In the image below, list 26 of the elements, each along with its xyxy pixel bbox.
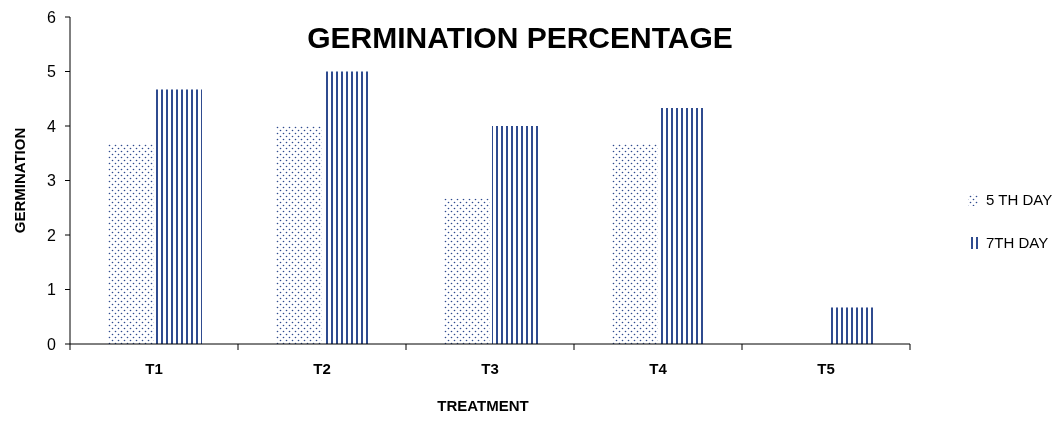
y-axis-title: GERMINATION	[11, 127, 29, 234]
y-tick-label: 4	[47, 117, 57, 135]
bar	[156, 89, 202, 344]
x-tick-label: T4	[649, 360, 668, 378]
chart-title: GERMINATION PERCENTAGE	[307, 21, 733, 54]
y-tick-label: 6	[47, 8, 57, 26]
x-axis-title: TREATMENT	[437, 397, 529, 415]
bar	[108, 143, 154, 344]
bar	[444, 198, 490, 344]
legend-label: 5 TH DAY	[986, 191, 1053, 209]
x-tick-label: T1	[145, 360, 163, 378]
y-tick-label: 5	[47, 63, 57, 81]
bar	[828, 307, 874, 344]
x-tick-label: T2	[313, 360, 331, 378]
legend-label: 7TH DAY	[986, 234, 1049, 252]
y-tick-label: 1	[47, 281, 57, 299]
y-tick-label: 3	[47, 172, 57, 190]
y-tick-label: 2	[47, 226, 57, 244]
bar	[492, 126, 538, 344]
y-tick-label: 0	[47, 335, 57, 353]
bar	[324, 71, 370, 344]
bar	[276, 126, 322, 344]
bar	[660, 108, 706, 344]
bar	[612, 143, 658, 344]
x-tick-label: T3	[481, 360, 499, 378]
x-tick-label: T5	[817, 360, 835, 378]
